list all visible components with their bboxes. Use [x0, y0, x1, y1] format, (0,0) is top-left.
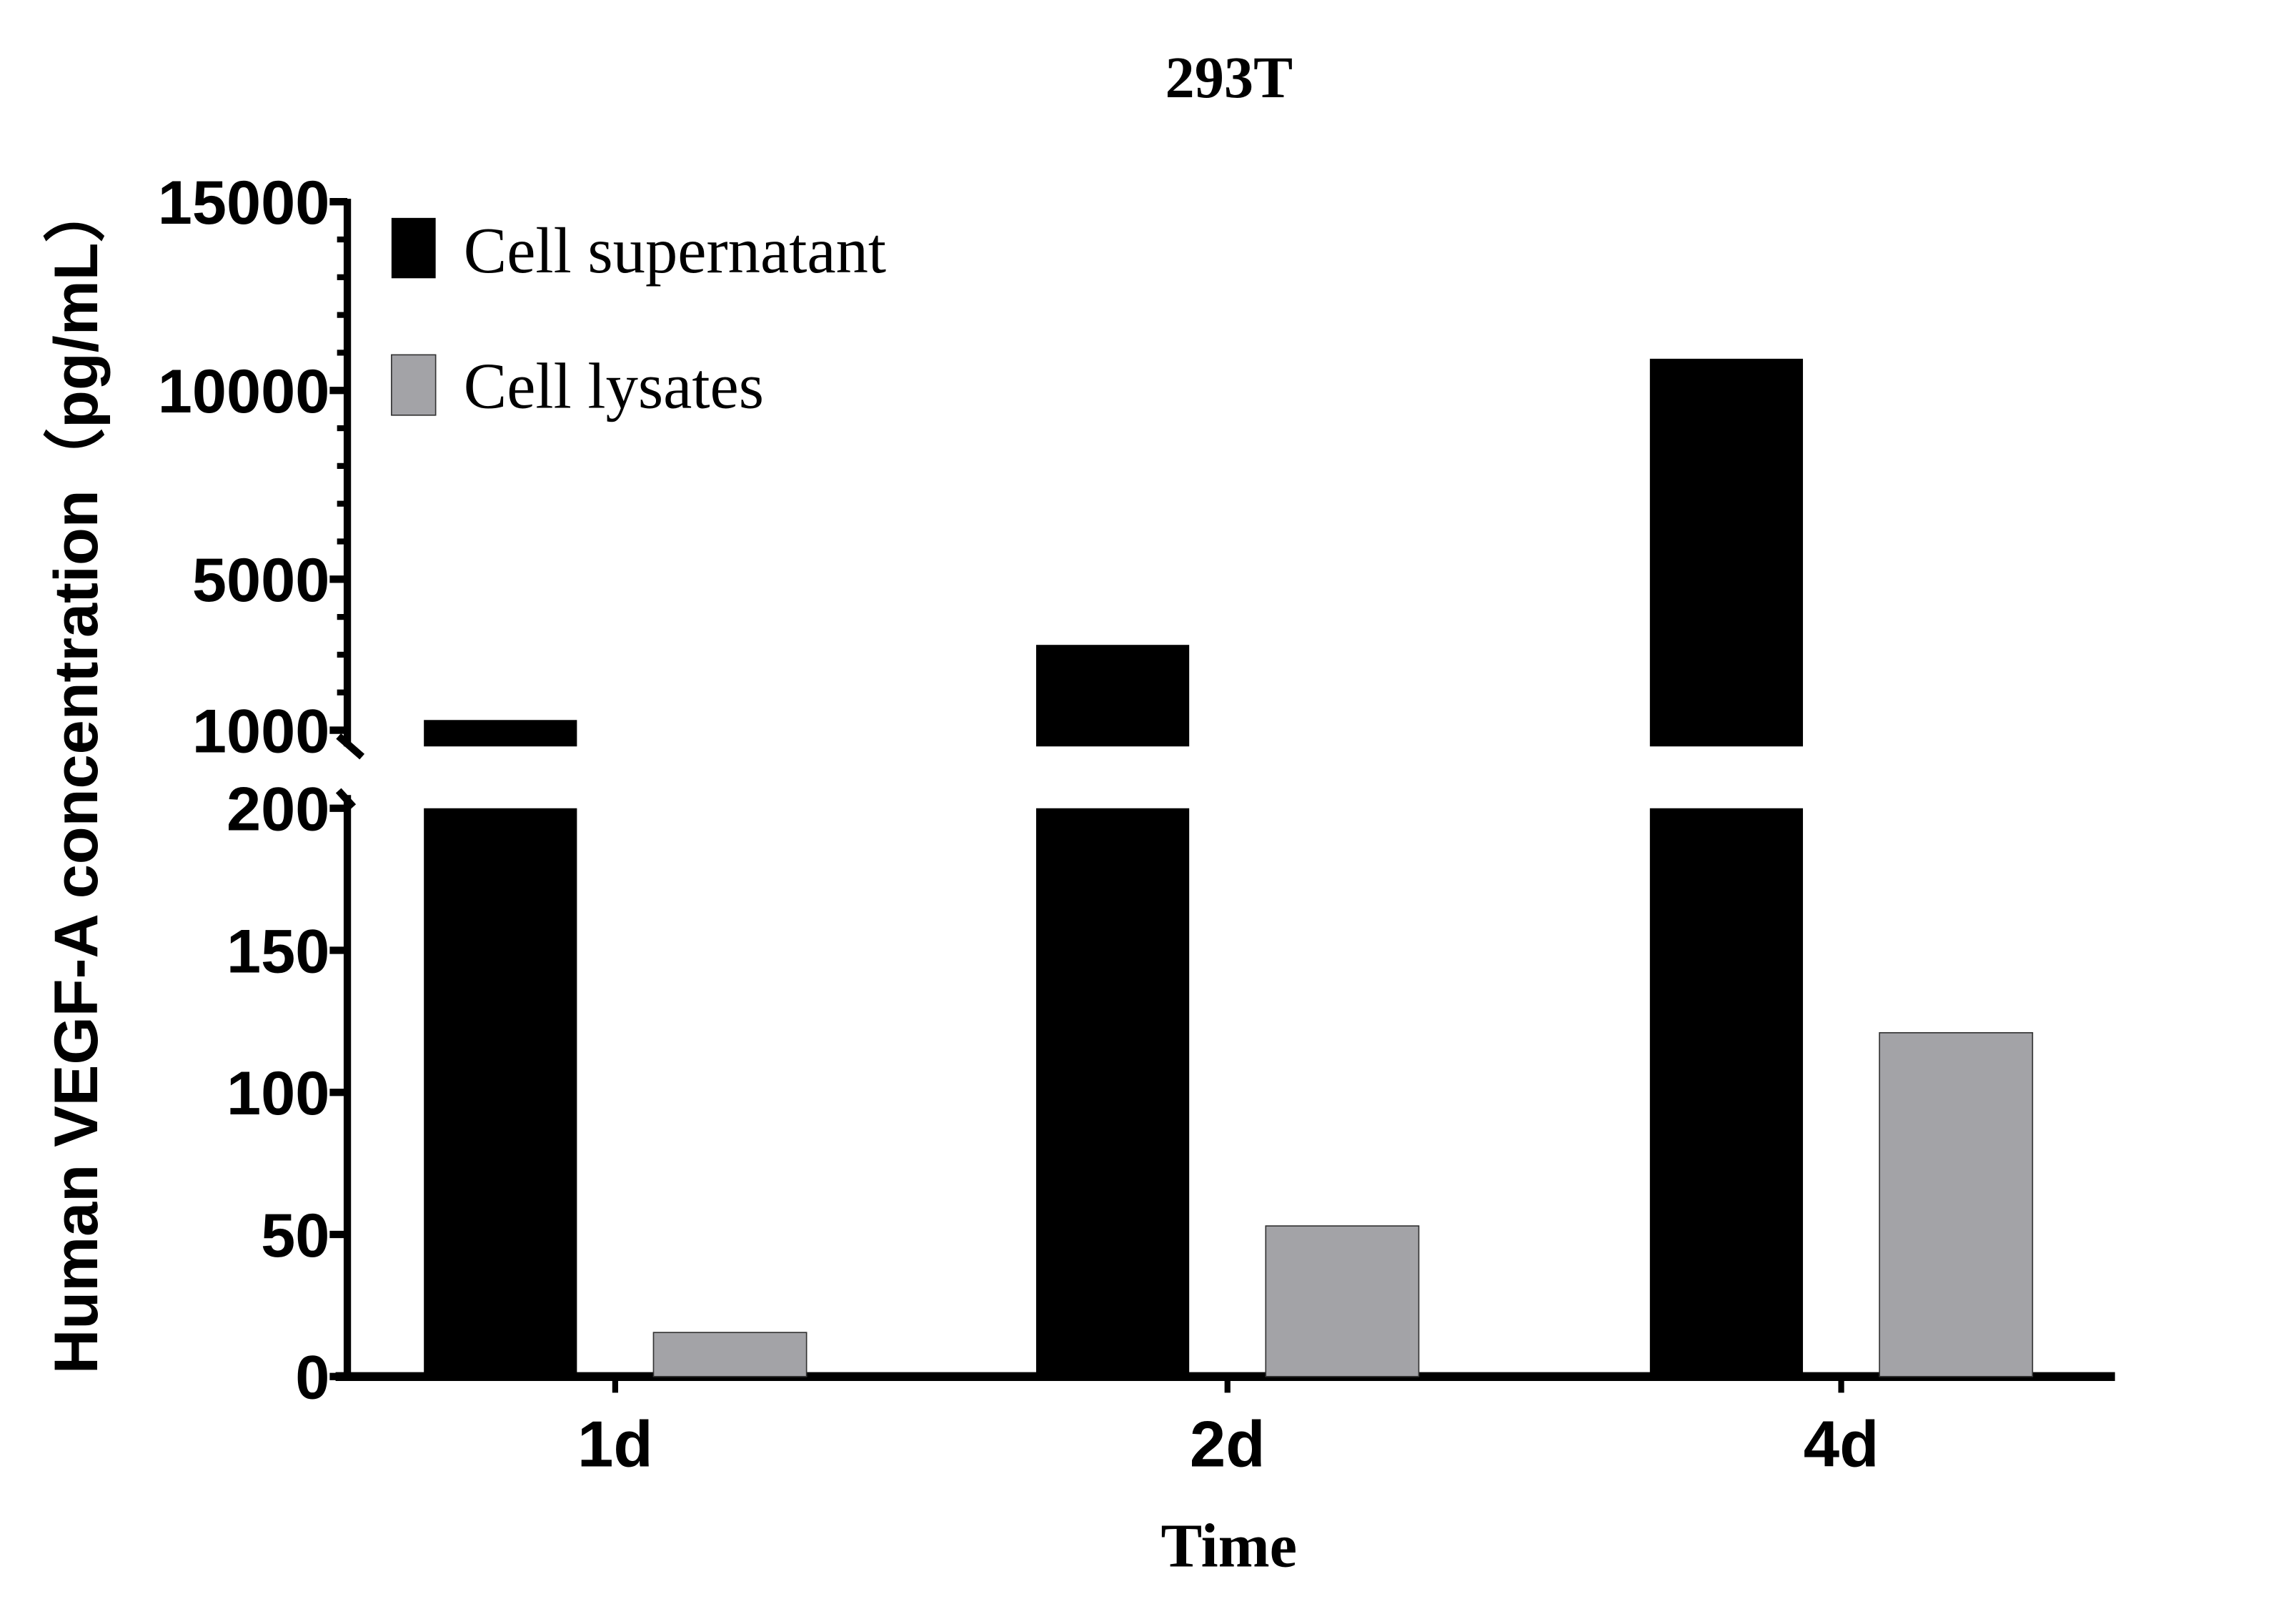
y-tick-label: 50: [261, 1202, 329, 1270]
bar-1d: [652, 1332, 807, 1377]
legend-label-supernatant: Cell supernatant: [464, 214, 886, 287]
y-axis-label: Human VEGF-A concentration（pg/mL）: [42, 181, 111, 1374]
x-axis-label: Time: [1161, 1511, 1297, 1580]
axes: 0 50 100 150 200 1000 5000 10000 15000 1d 2d 4d: [158, 169, 2115, 1480]
y-tick-label: 10000: [158, 357, 330, 426]
axis-break-mark: [336, 733, 365, 760]
x-tick-label: 4d: [1804, 1408, 1879, 1480]
y-tick-label: 15000: [158, 169, 330, 237]
x-tick-label: 2d: [1190, 1408, 1266, 1480]
bar-1d-upper-segment: [424, 720, 577, 747]
y-tick-label: 0: [295, 1344, 329, 1412]
bar-4d-lower-segment: [1649, 808, 1804, 1377]
bar-2d: [1265, 1225, 1420, 1377]
y-tick-label: 150: [227, 917, 329, 986]
bar-4d-upper-segment: [1649, 358, 1804, 747]
legend-label-lysates: Cell lysates: [464, 350, 764, 422]
legend-swatch-lysates: [391, 354, 437, 416]
x-tick-label: 1d: [577, 1408, 653, 1480]
bar-4d: [1879, 1031, 2034, 1377]
legend-swatch-supernatant: [391, 217, 436, 279]
y-tick-label: 100: [227, 1059, 329, 1128]
y-tick-label: 5000: [192, 546, 329, 615]
bar-2d-upper-segment: [1035, 645, 1190, 747]
legend: Cell supernatant Cell lysates: [391, 214, 886, 422]
chart-title: 293T: [1166, 45, 1293, 110]
bars: [424, 358, 2034, 1377]
bar-1d-lower-segment: [424, 808, 577, 1377]
axis-break-mark: [335, 788, 357, 810]
y-tick-label: 1000: [192, 697, 329, 766]
bar-2d-lower-segment: [1035, 808, 1190, 1377]
y-tick-label: 200: [227, 776, 329, 844]
